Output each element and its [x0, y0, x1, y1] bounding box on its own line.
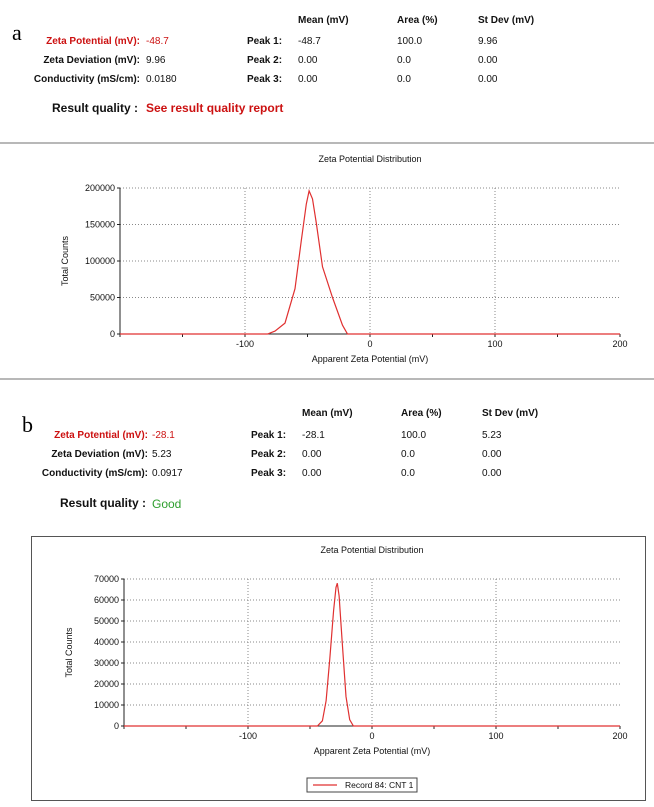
conductivity-value: 0.0917 [152, 468, 183, 479]
peak-1-mean: -28.1 [302, 430, 325, 441]
peak-3-stdev: 0.00 [478, 74, 498, 85]
x-tick-label: 0 [367, 339, 372, 349]
peak-2-stdev: 0.00 [482, 449, 502, 460]
peak-3-stdev: 0.00 [482, 468, 502, 479]
peak-2-area: 0.0 [401, 449, 415, 460]
x-tick-label: 200 [612, 731, 627, 741]
y-tick-label: 30000 [94, 658, 119, 668]
panel-a-divider [0, 142, 654, 144]
zeta-deviation-label: Zeta Deviation (mV): [51, 449, 148, 460]
y-tick-label: 0 [114, 721, 119, 731]
peak-header-mean: Mean (mV) [298, 15, 349, 26]
peak-1-area: 100.0 [397, 36, 423, 47]
peak-header-mean: Mean (mV) [302, 408, 353, 419]
peak-2-mean: 0.00 [302, 449, 322, 460]
peak-1-label: Peak 1: [251, 430, 287, 441]
chart-b: Zeta Potential Distribution 0 10000 20000 30… [64, 545, 628, 793]
x-tick-label: -100 [239, 731, 257, 741]
y-tick-label: 70000 [94, 574, 119, 584]
y-tick-label: 10000 [94, 700, 119, 710]
zeta-potential-label: Zeta Potential (mV): [46, 36, 140, 47]
x-tick-label: 100 [488, 731, 503, 741]
y-tick-label: 150000 [85, 220, 115, 230]
y-axis-label: Total Counts [64, 627, 74, 678]
chart-a: Zeta Potential Distribution 0 50000 100000 1… [60, 154, 628, 364]
panel-separator [0, 378, 654, 380]
peak-2-stdev: 0.00 [478, 55, 498, 66]
conductivity-label: Conductivity (mS/cm): [33, 74, 140, 85]
peak-3-area: 0.0 [401, 468, 415, 479]
peak-header-area: Area (%) [401, 408, 442, 419]
panel-letter-a: a [12, 20, 22, 45]
legend-box [306, 777, 418, 793]
chart-title: Zeta Potential Distribution [320, 545, 423, 555]
conductivity-label: Conductivity (mS/cm): [41, 468, 148, 479]
result-quality-link[interactable]: See result quality report [146, 101, 284, 115]
result-quality-label: Result quality : [60, 496, 147, 510]
peak-2-label: Peak 2: [251, 449, 287, 460]
y-tick-label: 50000 [94, 616, 119, 626]
series-line [120, 188, 620, 335]
peak-2-mean: 0.00 [298, 55, 318, 66]
y-tick-label: 200000 [85, 183, 115, 193]
zeta-deviation-value: 5.23 [152, 449, 172, 460]
x-tick-label: -100 [236, 339, 254, 349]
x-tick-label: 100 [487, 339, 502, 349]
y-tick-label: 0 [110, 329, 115, 339]
peak-3-label: Peak 3: [247, 74, 283, 85]
x-tick-label: 0 [369, 731, 374, 741]
peak-header-stdev: St Dev (mV) [482, 408, 539, 419]
peak-3-mean: 0.00 [302, 468, 322, 479]
peak-1-stdev: 9.96 [478, 36, 498, 47]
legend: Record 84: CNT 1 [306, 777, 418, 793]
x-axis-label: Apparent Zeta Potential (mV) [314, 746, 431, 756]
y-tick-label: 60000 [94, 595, 119, 605]
zeta-potential-value: -28.1 [152, 430, 175, 441]
peak-3-area: 0.0 [397, 74, 411, 85]
x-tick-label: 200 [612, 339, 627, 349]
y-tick-label: 100000 [85, 256, 115, 266]
peak-1-label: Peak 1: [247, 36, 283, 47]
zeta-potential-label: Zeta Potential (mV): [54, 430, 148, 441]
peak-1-mean: -48.7 [298, 36, 321, 47]
zeta-potential-value: -48.7 [146, 36, 169, 47]
zeta-deviation-label: Zeta Deviation (mV): [43, 55, 140, 66]
peak-2-area: 0.0 [397, 55, 411, 66]
peak-1-area: 100.0 [401, 430, 427, 441]
y-tick-label: 40000 [94, 637, 119, 647]
peak-1-stdev: 5.23 [482, 430, 502, 441]
peak-3-mean: 0.00 [298, 74, 318, 85]
peak-2-label: Peak 2: [247, 55, 283, 66]
zeta-deviation-value: 9.96 [146, 55, 166, 66]
conductivity-value: 0.0180 [146, 74, 177, 85]
y-tick-label: 20000 [94, 679, 119, 689]
chart-title: Zeta Potential Distribution [318, 154, 421, 164]
chart-b-frame [31, 536, 646, 801]
x-axis-label: Apparent Zeta Potential (mV) [312, 354, 429, 364]
y-tick-label: 50000 [90, 293, 115, 303]
result-quality-value: Good [152, 497, 182, 511]
peak-header-area: Area (%) [397, 15, 438, 26]
panel-letter-b: b [22, 412, 33, 437]
y-axis-label: Total Counts [60, 235, 70, 286]
peak-header-stdev: St Dev (mV) [478, 15, 535, 26]
legend-entry: Record 84: CNT 1 [345, 780, 414, 790]
peak-3-label: Peak 3: [251, 468, 287, 479]
series-line [124, 583, 620, 727]
result-quality-label: Result quality : [52, 101, 139, 115]
